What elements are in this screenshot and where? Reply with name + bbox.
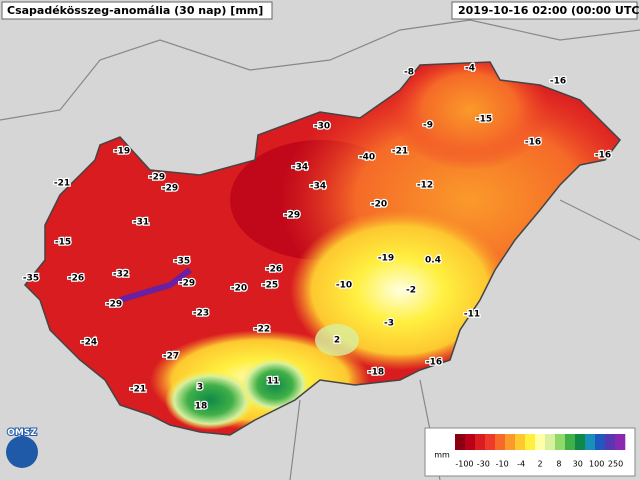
station-value: -16 bbox=[525, 138, 541, 148]
legend-color bbox=[535, 434, 546, 450]
legend-tick-label: 8 bbox=[556, 460, 561, 469]
station-value: -34 bbox=[292, 163, 308, 173]
timestamp: 2019-10-16 02:00 (00:00 UTC) bbox=[458, 4, 640, 17]
station-value: -29 bbox=[149, 173, 165, 183]
legend-color bbox=[605, 434, 616, 450]
station-value: -23 bbox=[193, 309, 209, 319]
title-box bbox=[1, 1, 273, 20]
station-value: -3 bbox=[384, 319, 394, 329]
station-value: -31 bbox=[133, 218, 149, 228]
legend-tick-label: 250 bbox=[608, 460, 623, 469]
station-value: -21 bbox=[54, 179, 70, 189]
station-value: 0.4 bbox=[425, 256, 441, 266]
station-value: -29 bbox=[284, 211, 300, 221]
station-value: -20 bbox=[231, 284, 247, 294]
station-value: -29 bbox=[106, 300, 122, 310]
station-value: -21 bbox=[392, 147, 408, 157]
legend-color bbox=[515, 434, 526, 450]
station-value: -34 bbox=[310, 182, 326, 192]
logo-icon bbox=[6, 436, 38, 468]
legend-tick-label: 30 bbox=[573, 460, 583, 469]
borders bbox=[0, 19, 640, 480]
lake bbox=[119, 267, 192, 303]
station-value: -24 bbox=[81, 338, 97, 348]
station-value: -16 bbox=[550, 77, 566, 87]
stations: -19-21-29-29-15-31-35 -26 -32-35-29-29-24-… bbox=[22, 62, 613, 413]
legend-color bbox=[465, 434, 476, 450]
legend-tick-label: -10 bbox=[496, 460, 509, 469]
station-value: -25 bbox=[262, 281, 278, 291]
station-value: -9 bbox=[423, 121, 433, 131]
station-value: -4 bbox=[465, 64, 475, 74]
logo: OMSZ bbox=[7, 428, 37, 438]
legend-tick-label: -4 bbox=[517, 460, 525, 469]
station-value: -10 bbox=[336, 281, 352, 291]
station-value: 3 bbox=[197, 383, 203, 393]
station-value: -21 bbox=[130, 385, 146, 395]
legend-color bbox=[585, 434, 596, 450]
station-value: -30 bbox=[314, 122, 330, 132]
station-value: -40 bbox=[359, 153, 375, 163]
legend-color bbox=[555, 434, 566, 450]
station-value: -15 bbox=[476, 115, 492, 125]
legend-color bbox=[485, 434, 496, 450]
legend-color bbox=[505, 434, 516, 450]
station-value: -32 bbox=[113, 270, 129, 280]
station-value: -35 bbox=[23, 274, 39, 284]
legend-tick-label: 2 bbox=[537, 460, 542, 469]
station-value: -29 bbox=[162, 184, 178, 194]
legend-tick-label: -30 bbox=[477, 460, 490, 469]
station-value: -20 bbox=[371, 200, 387, 210]
station-value: -26 bbox=[68, 274, 84, 284]
legend-color bbox=[545, 434, 556, 450]
station-value: -8 bbox=[404, 68, 414, 78]
station-value: -16 bbox=[426, 358, 442, 368]
station-value: 11 bbox=[267, 377, 280, 387]
station-value: 2 bbox=[334, 336, 340, 346]
station-value: -2 bbox=[406, 286, 416, 296]
legend-color bbox=[575, 434, 586, 450]
legend-color bbox=[615, 434, 626, 450]
station-value: 18 bbox=[195, 402, 208, 412]
station-value: -18 bbox=[368, 368, 384, 378]
legend-tick-label: 100 bbox=[589, 460, 604, 469]
station-value: -26 bbox=[266, 265, 282, 275]
station-value: -35 bbox=[174, 257, 190, 267]
time-box bbox=[451, 1, 638, 20]
station-value: -27 bbox=[163, 352, 179, 362]
station-value: -19 bbox=[378, 254, 394, 264]
legend-color bbox=[475, 434, 486, 450]
legend-color bbox=[495, 434, 506, 450]
legend-color bbox=[595, 434, 606, 450]
station-value: -12 bbox=[417, 181, 433, 191]
legend-color bbox=[455, 434, 466, 450]
station-value: -16 bbox=[595, 151, 611, 161]
legend: -100 -30 -10 -4 2 8 30 100 250 bbox=[455, 434, 626, 469]
station-value: -29 bbox=[179, 279, 195, 289]
legend-color bbox=[525, 434, 536, 450]
station-value: -11 bbox=[464, 310, 480, 320]
title: Csapadékösszeg-anomália (30 nap) [mm] bbox=[7, 4, 263, 17]
station-value: -19 bbox=[114, 147, 130, 157]
station-value: -22 bbox=[254, 325, 270, 335]
station-value: -15 bbox=[55, 238, 71, 248]
legend-tick-label: -100 bbox=[455, 460, 473, 469]
legend-color bbox=[565, 434, 576, 450]
legend-unit: mm bbox=[434, 451, 450, 460]
